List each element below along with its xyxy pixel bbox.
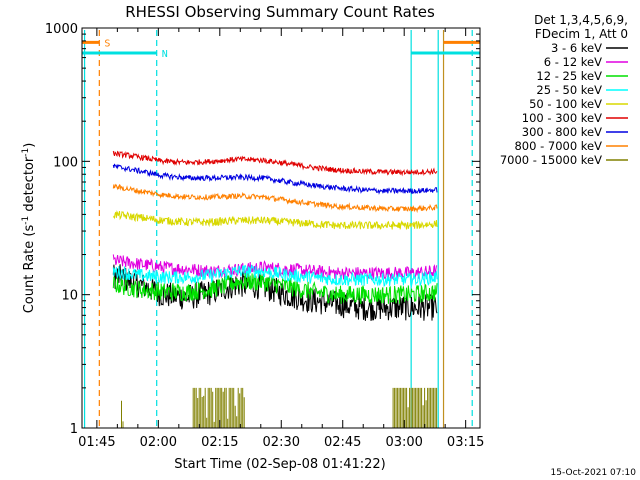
legend-title-2: FDecim 1, Att 0 bbox=[535, 27, 628, 41]
legend-entry: 25 - 50 keV bbox=[536, 83, 602, 97]
legend-entry: 7000 - 15000 keV bbox=[500, 153, 602, 167]
legend-entry: 3 - 6 keV bbox=[551, 41, 602, 55]
y-label-main: Count Rate (s bbox=[22, 225, 37, 314]
series-line bbox=[112, 272, 438, 305]
legend-entry: 100 - 300 keV bbox=[522, 111, 602, 125]
plot-frame bbox=[81, 27, 481, 429]
y-label-sup1: -1 bbox=[21, 216, 31, 225]
y-tick-label: 10 bbox=[61, 289, 78, 304]
x-axis-label: Start Time (02-Sep-08 01:41:22) bbox=[174, 457, 385, 472]
x-tick-label: 02:15 bbox=[201, 435, 238, 450]
y-tick-label: 100 bbox=[53, 155, 78, 170]
x-axis: 01:45 02:00 02:15 02:30 02:45 03:00 03:15 bbox=[78, 28, 484, 450]
series-line bbox=[112, 264, 438, 288]
spike-band bbox=[392, 387, 438, 428]
y-label-end: ) bbox=[22, 143, 37, 148]
y-tick-label: 1 bbox=[70, 422, 78, 437]
date-stamp: 15-Oct-2021 07:10 bbox=[551, 468, 637, 478]
series-line bbox=[112, 183, 438, 214]
y-label-sup2: -1 bbox=[21, 148, 31, 157]
series-line bbox=[112, 264, 438, 321]
flag-bar-label: N bbox=[162, 49, 168, 60]
y-tick-label: 1000 bbox=[45, 22, 78, 37]
plot-area: SN bbox=[82, 30, 480, 428]
series-line bbox=[112, 150, 438, 177]
y-axis-label: Count Rate (s-1 detector-1) bbox=[21, 143, 37, 314]
legend-title-1: Det 1,3,4,5,6,9, bbox=[534, 13, 628, 27]
legend-entry: 50 - 100 keV bbox=[529, 97, 602, 111]
flag-bar-label: S bbox=[104, 38, 110, 49]
x-tick-label: 02:00 bbox=[140, 435, 177, 450]
legend-entry: 6 - 12 keV bbox=[544, 55, 602, 69]
spike-band bbox=[121, 400, 124, 428]
x-tick-label: 02:45 bbox=[324, 435, 361, 450]
legend-entry: 300 - 800 keV bbox=[522, 125, 602, 139]
x-tick-label: 01:45 bbox=[78, 435, 115, 450]
legend-entry: 12 - 25 keV bbox=[536, 69, 602, 83]
y-label-mid: detector bbox=[22, 156, 37, 216]
chart-title: RHESSI Observing Summary Count Rates bbox=[125, 3, 435, 21]
x-tick-label: 03:15 bbox=[447, 435, 484, 450]
x-tick-label: 02:30 bbox=[263, 435, 300, 450]
y-axis: 1 10 100 1000 bbox=[45, 22, 480, 437]
series-line bbox=[112, 210, 438, 230]
legend: Det 1,3,4,5,6,9, FDecim 1, Att 0 3 - 6 k… bbox=[500, 13, 628, 167]
spike-band bbox=[192, 387, 245, 428]
legend-entry: 800 - 7000 keV bbox=[514, 139, 602, 153]
x-tick-label: 03:00 bbox=[385, 435, 422, 450]
series-line bbox=[112, 163, 438, 195]
